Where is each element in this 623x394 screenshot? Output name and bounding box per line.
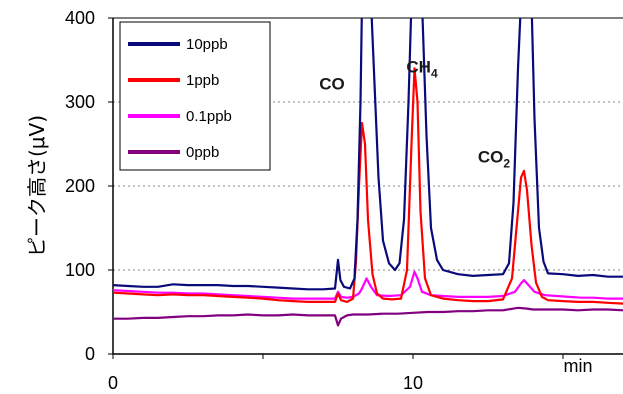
series-line-0ppb: [113, 306, 623, 327]
legend: 10ppb 1ppb 0.1ppb 0ppb: [119, 21, 271, 171]
series-line-10ppb: [113, 18, 623, 291]
tick-labels: 0 100 200 300 400 0 10: [65, 8, 423, 393]
y-axis-label: ピーク高さ(μV): [25, 115, 49, 257]
legend-label-0.1ppb: 0.1ppb: [186, 108, 232, 125]
legend-label-10ppb: 10ppb: [186, 36, 228, 53]
series-line-0.1ppb: [113, 270, 623, 300]
peak-label-0: CO: [319, 74, 345, 93]
axes: [108, 17, 623, 359]
legend-box: [119, 21, 271, 171]
y-tick-label-0: 0: [85, 344, 95, 364]
legend-label-1ppb: 1ppb: [186, 72, 219, 89]
x-axis-label: min: [563, 356, 592, 376]
y-tick-label-200: 200: [65, 176, 95, 196]
y-tick-label-300: 300: [65, 92, 95, 112]
series-group: [113, 18, 623, 327]
series-line-1ppb: [113, 67, 623, 305]
x-tick-label-10: 10: [403, 373, 423, 393]
peak-annotations: CO CH4 CO2: [319, 58, 510, 171]
peak-label-1: CH4: [406, 58, 438, 81]
y-tick-label-400: 400: [65, 8, 95, 28]
peak-label-2: CO2: [478, 147, 511, 170]
x-tick-label-0: 0: [108, 373, 118, 393]
y-tick-label-100: 100: [65, 260, 95, 280]
legend-label-0ppb: 0ppb: [186, 144, 219, 161]
